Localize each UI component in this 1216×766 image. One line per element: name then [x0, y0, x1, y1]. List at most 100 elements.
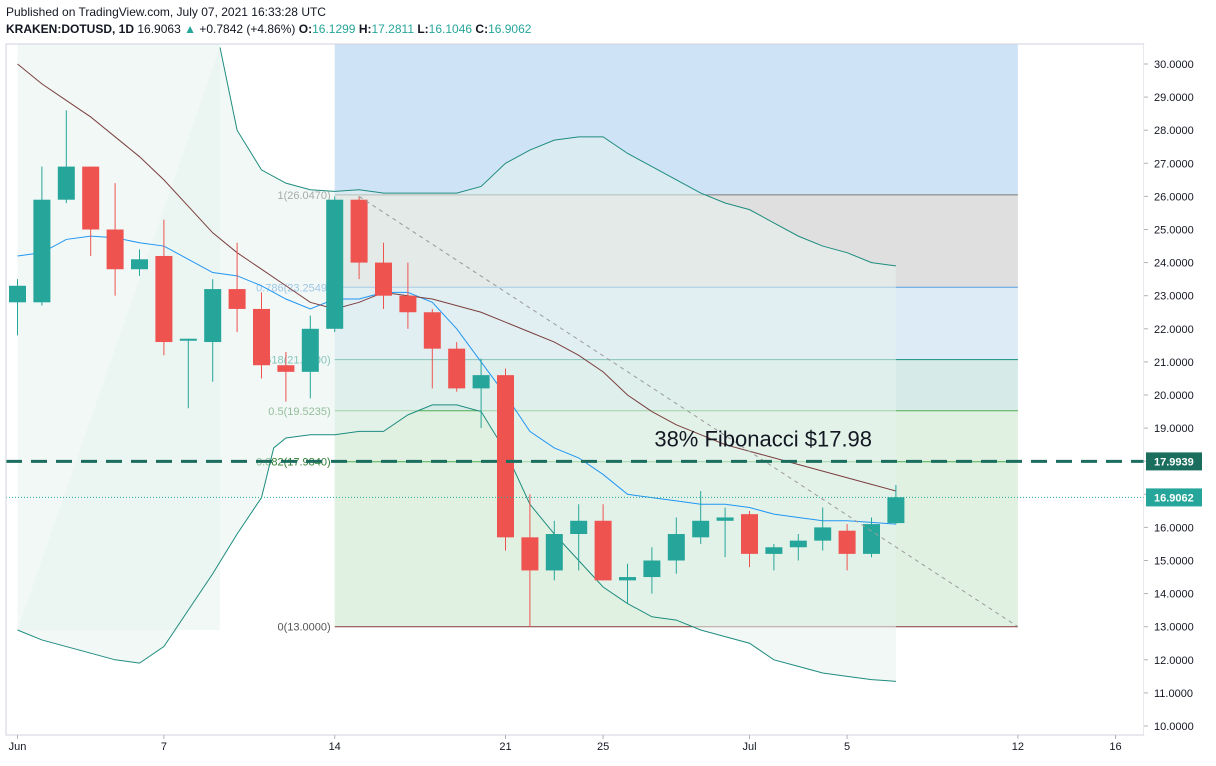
candle [228, 242, 246, 333]
price-tick-label: 22.0000 [1154, 324, 1194, 336]
candle-body [326, 199, 344, 329]
price-tick-label: 30.0000 [1154, 59, 1194, 71]
symbol-label: KRAKEN:DOTUSD, 1D [6, 22, 135, 36]
candle [399, 262, 417, 329]
candle-body [375, 262, 392, 296]
candle [594, 504, 612, 581]
candle-body [570, 520, 588, 535]
candle [667, 517, 685, 574]
candle [423, 308, 441, 389]
candle-body [594, 520, 612, 581]
price-tick-label: 11.0000 [1154, 688, 1193, 700]
candle-body [863, 524, 880, 554]
price-tick-label: 24.0000 [1154, 258, 1194, 270]
fib-level-label: 0(13.0000) [277, 622, 330, 634]
candle [692, 490, 710, 544]
candle [179, 338, 197, 409]
candle-body [204, 289, 222, 343]
candle [741, 510, 758, 568]
candle-body [667, 534, 685, 561]
candle-body [301, 328, 319, 372]
candle [765, 543, 783, 571]
candle [375, 242, 392, 309]
candle-body [179, 338, 197, 341]
candle-body [106, 229, 124, 270]
candle-body [350, 199, 368, 263]
time-tick-label: 21 [499, 741, 511, 753]
published-line: Published on TradingView.com, July 07, 2… [6, 5, 326, 19]
candle [33, 166, 51, 306]
price-tick-label: 13.0000 [1154, 622, 1194, 634]
time-axis[interactable]: Jun 7 14 21 25 Jul 5 12 16 [6, 734, 1144, 753]
candle-body [692, 520, 710, 538]
candle-body [57, 166, 75, 200]
price-tick-label: 12.0000 [1154, 655, 1194, 667]
candle-body [253, 308, 270, 366]
candle-body [521, 537, 539, 571]
candle-body [9, 285, 26, 303]
candle-body [716, 517, 734, 521]
candle [643, 547, 661, 594]
price-tick-label: 28.0000 [1154, 125, 1194, 137]
candle [521, 494, 539, 627]
candle-body [82, 166, 100, 230]
candlesticks [9, 110, 905, 627]
price-tick-label: 25.0000 [1154, 225, 1194, 237]
price-tick-label: 16.0000 [1154, 522, 1194, 534]
fib-level-price-tag-bg [1146, 452, 1202, 471]
close-label: C: [475, 22, 489, 36]
candle [106, 183, 124, 296]
candle-body [472, 375, 490, 389]
ohlc-line: KRAKEN:DOTUSD, 1D 16.9063 ▲ +0.7842 (+4.… [6, 21, 531, 38]
candle-body [155, 255, 173, 343]
time-tick-label: 7 [161, 741, 167, 753]
price-tick-label: 29.0000 [1154, 92, 1194, 104]
candle [57, 110, 75, 204]
high-value: 17.2811 [371, 22, 415, 36]
last-price: 16.9063 [137, 22, 181, 36]
candle-body [33, 199, 51, 303]
candle-body [619, 577, 636, 581]
close-value: 16.9062 [488, 22, 532, 36]
price-tick-label: 15.0000 [1154, 556, 1194, 568]
chart-header: Published on TradingView.com, July 07, 2… [6, 4, 531, 38]
candle [82, 166, 100, 256]
high-label: H: [358, 22, 372, 36]
candle-body [448, 348, 466, 389]
candle-body [789, 540, 807, 548]
time-tick-label: Jul [742, 741, 756, 753]
candle [789, 534, 807, 561]
candle [814, 507, 832, 551]
candle [497, 368, 514, 551]
candle-body [887, 497, 905, 524]
fib-level-price-tag: 17.9939 [1154, 456, 1194, 468]
candle-body [131, 259, 148, 270]
price-axis[interactable]: 10.0000 11.0000 12.0000 13.0000 14.0000 15.00… [5, 43, 1216, 736]
low-value: 16.1046 [428, 22, 473, 36]
open-value: 16.1299 [312, 22, 356, 36]
annotation-text: 38% Fibonacci $17.98 [654, 426, 872, 451]
time-tick-label: 5 [844, 741, 850, 753]
time-tick-label: Jun [9, 741, 27, 753]
last-price-tag-bg [1146, 488, 1202, 507]
open-label: O: [298, 22, 313, 36]
change-up-icon: ▲ [184, 22, 196, 36]
candle-body [814, 527, 832, 541]
candle [472, 358, 490, 429]
candle-body [228, 289, 246, 309]
candle-body [765, 547, 783, 554]
bollinger-fill-left [17, 44, 221, 631]
overlays: 38% Fibonacci $17.98 [6, 195, 1144, 628]
candle-body [643, 560, 661, 578]
candle [253, 292, 270, 379]
candle [155, 219, 173, 356]
price-tick-label: 20.0000 [1154, 390, 1194, 402]
candle-body [277, 365, 295, 372]
time-tick-label: 14 [329, 741, 341, 753]
candle [448, 342, 466, 392]
candle [131, 249, 148, 276]
last-price-tag: 16.9062 [1154, 492, 1194, 504]
candle-body [838, 530, 856, 554]
candle-body [497, 375, 514, 538]
